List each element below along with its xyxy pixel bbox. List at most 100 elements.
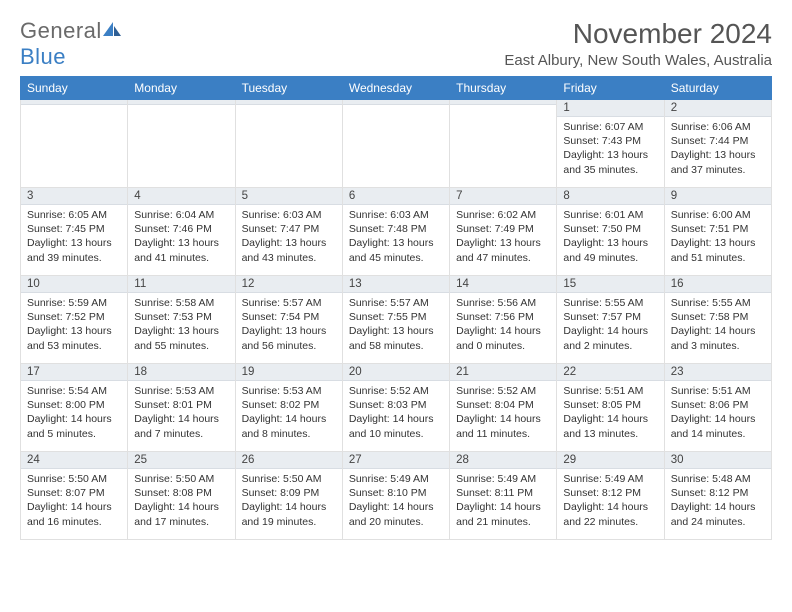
day-details: Sunrise: 5:53 AMSunset: 8:02 PMDaylight:… — [236, 381, 342, 445]
sunrise-text: Sunrise: 5:50 AM — [242, 472, 336, 486]
day-header-fri: Friday — [557, 77, 664, 100]
sunset-text: Sunset: 7:54 PM — [242, 310, 336, 324]
day-details: Sunrise: 6:04 AMSunset: 7:46 PMDaylight:… — [128, 205, 234, 269]
sunset-text: Sunset: 7:43 PM — [563, 134, 657, 148]
sunset-text: Sunset: 8:07 PM — [27, 486, 121, 500]
daylight-text: Daylight: 14 hours and 0 minutes. — [456, 324, 550, 352]
week-row: 24 Sunrise: 5:50 AM Sunset: 8:07 PM Dayligh… — [21, 452, 772, 540]
day-number: 5 — [236, 188, 342, 205]
sunset-text: Sunset: 7:51 PM — [671, 222, 765, 236]
daylight-text: Daylight: 13 hours and 47 minutes. — [456, 236, 550, 264]
sunrise-text: Sunrise: 5:57 AM — [242, 296, 336, 310]
day-number: 7 — [450, 188, 556, 205]
daylight-text: Daylight: 13 hours and 43 minutes. — [242, 236, 336, 264]
daylight-text: Daylight: 14 hours and 22 minutes. — [563, 500, 657, 528]
day-cell: 22Sunrise: 5:51 AMSunset: 8:05 PMDayligh… — [557, 364, 664, 452]
day-details: Sunrise: 5:50 AMSunset: 8:09 PMDaylight:… — [236, 469, 342, 533]
day-details — [450, 105, 556, 165]
sunset-text: Sunset: 7:49 PM — [456, 222, 550, 236]
sunrise-text: Sunrise: 6:02 AM — [456, 208, 550, 222]
sunset-text: Sunset: 7:52 PM — [27, 310, 121, 324]
day-cell: 1Sunrise: 6:07 AMSunset: 7:43 PMDaylight… — [557, 100, 664, 188]
sunrise-text: Sunrise: 5:52 AM — [349, 384, 443, 398]
day-number: 19 — [236, 364, 342, 381]
header: General Blue November 2024 East Albury, … — [20, 18, 772, 70]
day-cell: 23Sunrise: 5:51 AMSunset: 8:06 PMDayligh… — [664, 364, 771, 452]
day-header-sun: Sunday — [21, 77, 128, 100]
day-cell: 6Sunrise: 6:03 AMSunset: 7:48 PMDaylight… — [342, 188, 449, 276]
sunrise-text: Sunrise: 5:53 AM — [134, 384, 228, 398]
week-row: 1Sunrise: 6:07 AMSunset: 7:43 PMDaylight… — [21, 100, 772, 188]
sunrise-text: Sunrise: 5:51 AM — [563, 384, 657, 398]
day-number: 25 — [128, 452, 234, 469]
day-details: Sunrise: 6:00 AMSunset: 7:51 PMDaylight:… — [665, 205, 771, 269]
logo-text-blue: Blue — [20, 44, 66, 69]
sunset-text: Sunset: 7:58 PM — [671, 310, 765, 324]
day-number: 23 — [665, 364, 771, 381]
day-cell: 19Sunrise: 5:53 AMSunset: 8:02 PMDayligh… — [235, 364, 342, 452]
day-number: 13 — [343, 276, 449, 293]
day-cell — [342, 100, 449, 188]
day-cell: 17Sunrise: 5:54 AMSunset: 8:00 PMDayligh… — [21, 364, 128, 452]
day-details: Sunrise: 6:03 AMSunset: 7:48 PMDaylight:… — [343, 205, 449, 269]
day-cell: 18Sunrise: 5:53 AMSunset: 8:01 PMDayligh… — [128, 364, 235, 452]
day-details: Sunrise: 5:59 AMSunset: 7:52 PMDaylight:… — [21, 293, 127, 357]
day-details: Sunrise: 5:49 AMSunset: 8:12 PMDaylight:… — [557, 469, 663, 533]
day-details: Sunrise: 5:51 AMSunset: 8:05 PMDaylight:… — [557, 381, 663, 445]
day-number: 24 — [21, 452, 127, 469]
sunrise-text: Sunrise: 6:01 AM — [563, 208, 657, 222]
logo-text: General Blue — [20, 18, 121, 70]
daylight-text: Daylight: 13 hours and 37 minutes. — [671, 148, 765, 176]
sunrise-text: Sunrise: 5:48 AM — [671, 472, 765, 486]
daylight-text: Daylight: 13 hours and 58 minutes. — [349, 324, 443, 352]
sunrise-text: Sunrise: 5:49 AM — [456, 472, 550, 486]
day-number: 1 — [557, 100, 663, 117]
day-number: 22 — [557, 364, 663, 381]
sunrise-text: Sunrise: 6:04 AM — [134, 208, 228, 222]
day-number: 18 — [128, 364, 234, 381]
day-cell: 7 Sunrise: 6:02 AMSunset: 7:49 PMDaylight… — [450, 188, 557, 276]
logo-sail-icon — [103, 22, 121, 43]
day-header-row: Sunday Monday Tuesday Wednesday Thursday… — [21, 77, 772, 100]
day-details: Sunrise: 5:52 AMSunset: 8:03 PMDaylight:… — [343, 381, 449, 445]
day-cell: 29Sunrise: 5:49 AMSunset: 8:12 PMDayligh… — [557, 452, 664, 540]
daylight-text: Daylight: 13 hours and 45 minutes. — [349, 236, 443, 264]
day-details — [343, 105, 449, 165]
sunset-text: Sunset: 8:09 PM — [242, 486, 336, 500]
sunrise-text: Sunrise: 5:50 AM — [134, 472, 228, 486]
title-block: November 2024 East Albury, New South Wal… — [504, 18, 772, 69]
day-cell: 5Sunrise: 6:03 AMSunset: 7:47 PMDaylight… — [235, 188, 342, 276]
sunrise-text: Sunrise: 5:55 AM — [671, 296, 765, 310]
daylight-text: Daylight: 13 hours and 49 minutes. — [563, 236, 657, 264]
day-details: Sunrise: 5:54 AMSunset: 8:00 PMDaylight:… — [21, 381, 127, 445]
day-cell: 10Sunrise: 5:59 AMSunset: 7:52 PMDayligh… — [21, 276, 128, 364]
day-details — [128, 105, 234, 165]
sunset-text: Sunset: 8:01 PM — [134, 398, 228, 412]
day-number: 3 — [21, 188, 127, 205]
daylight-text: Daylight: 14 hours and 24 minutes. — [671, 500, 765, 528]
week-row: 17Sunrise: 5:54 AMSunset: 8:00 PMDayligh… — [21, 364, 772, 452]
day-cell: 15Sunrise: 5:55 AMSunset: 7:57 PMDayligh… — [557, 276, 664, 364]
daylight-text: Daylight: 14 hours and 3 minutes. — [671, 324, 765, 352]
sunset-text: Sunset: 7:48 PM — [349, 222, 443, 236]
day-cell: 13Sunrise: 5:57 AMSunset: 7:55 PMDayligh… — [342, 276, 449, 364]
day-cell: 28Sunrise: 5:49 AMSunset: 8:11 PMDayligh… — [450, 452, 557, 540]
day-cell: 8Sunrise: 6:01 AMSunset: 7:50 PMDaylight… — [557, 188, 664, 276]
day-details: Sunrise: 5:51 AMSunset: 8:06 PMDaylight:… — [665, 381, 771, 445]
sunrise-text: Sunrise: 5:56 AM — [456, 296, 550, 310]
daylight-text: Daylight: 14 hours and 19 minutes. — [242, 500, 336, 528]
daylight-text: Daylight: 14 hours and 14 minutes. — [671, 412, 765, 440]
day-header-sat: Saturday — [664, 77, 771, 100]
sunrise-text: Sunrise: 5:53 AM — [242, 384, 336, 398]
sunset-text: Sunset: 8:12 PM — [671, 486, 765, 500]
day-details — [236, 105, 342, 165]
daylight-text: Daylight: 13 hours and 53 minutes. — [27, 324, 121, 352]
daylight-text: Daylight: 14 hours and 5 minutes. — [27, 412, 121, 440]
sunrise-text: Sunrise: 5:49 AM — [563, 472, 657, 486]
day-number: 4 — [128, 188, 234, 205]
sunrise-text: Sunrise: 6:03 AM — [349, 208, 443, 222]
day-details: Sunrise: 5:58 AMSunset: 7:53 PMDaylight:… — [128, 293, 234, 357]
sunrise-text: Sunrise: 5:57 AM — [349, 296, 443, 310]
day-number: 15 — [557, 276, 663, 293]
day-details: Sunrise: 5:52 AMSunset: 8:04 PMDaylight:… — [450, 381, 556, 445]
